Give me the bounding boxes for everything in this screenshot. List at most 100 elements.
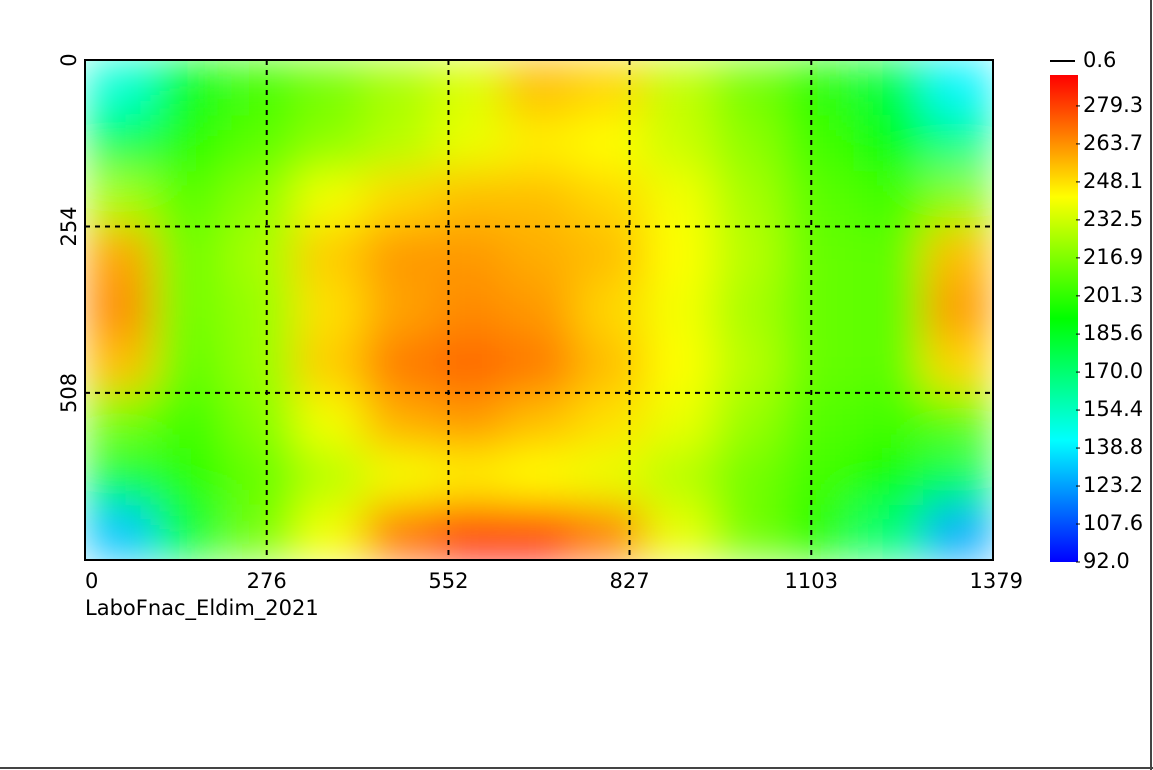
heat-cell (154, 226, 226, 283)
heat-cell (713, 60, 784, 117)
heat-cell (224, 60, 296, 117)
heat-cell (434, 115, 505, 172)
heat-cell (853, 282, 924, 339)
x-tick-label: 827 (609, 569, 649, 593)
heat-cell (643, 60, 715, 117)
heat-cell (573, 226, 645, 283)
heat-cell (853, 115, 924, 172)
heat-cell (294, 337, 365, 394)
heat-cell (783, 171, 854, 228)
heat-cell (364, 393, 435, 450)
heat-cell (85, 115, 156, 172)
heat-cell (294, 226, 365, 283)
heat-cell (643, 337, 715, 394)
heat-cell (434, 504, 505, 560)
heat-cell (713, 393, 784, 450)
heat-cell (573, 282, 645, 339)
colorbar-tick-label: 185.6 (1083, 321, 1143, 345)
heat-cell (154, 115, 226, 172)
heat-cell (85, 60, 156, 117)
colorbar-tick-label: 263.7 (1083, 131, 1143, 155)
heat-cell (364, 115, 435, 172)
heat-cell (504, 448, 575, 505)
colorbar-tick-label: 170.0 (1083, 359, 1143, 383)
colorbar-tick-label: 154.4 (1083, 397, 1143, 421)
heat-cell (224, 504, 296, 560)
heat-cell (364, 337, 435, 394)
heat-cell (85, 282, 156, 339)
heat-cell (434, 171, 505, 228)
heat-cell (713, 171, 784, 228)
heatmap-area (85, 60, 993, 560)
colorbar-tick-label: 279.3 (1083, 93, 1143, 117)
heat-cell (504, 171, 575, 228)
x-tick-label: 276 (247, 569, 287, 593)
heat-cell (504, 115, 575, 172)
heat-cell (923, 282, 993, 339)
heat-cell (434, 60, 505, 117)
heat-cell (434, 393, 505, 450)
heat-cell (853, 226, 924, 283)
heat-cell (783, 226, 854, 283)
y-tick-label: 254 (57, 206, 81, 246)
heat-cell (294, 115, 365, 172)
heat-cell (783, 504, 854, 560)
heat-cell (224, 282, 296, 339)
colorbar-tick-label: 123.2 (1083, 473, 1143, 497)
heat-cell (923, 448, 993, 505)
heat-cell (783, 115, 854, 172)
heat-cell (85, 171, 156, 228)
x-tick-label: 552 (428, 569, 468, 593)
heat-cell (154, 504, 226, 560)
heat-cell (643, 504, 715, 560)
heat-cell (85, 393, 156, 450)
heat-cell (643, 226, 715, 283)
heat-cell (573, 448, 645, 505)
plot-frame (84, 59, 994, 561)
x-tick-label: 1103 (785, 569, 838, 593)
heat-cell (364, 282, 435, 339)
heat-cell (783, 282, 854, 339)
heat-cell (154, 171, 226, 228)
colorbar-tick-label: 248.1 (1083, 169, 1143, 193)
heat-cell (154, 448, 226, 505)
heat-cell (573, 60, 645, 117)
heat-cell (85, 337, 156, 394)
heat-cell (434, 226, 505, 283)
heat-cell (573, 171, 645, 228)
y-tick-label: 0 (57, 53, 81, 66)
heat-cell (713, 282, 784, 339)
heat-cell (643, 282, 715, 339)
heat-cell (85, 226, 156, 283)
heat-cell (923, 171, 993, 228)
heat-cell (853, 171, 924, 228)
colorbar-tick-label: 138.8 (1083, 435, 1143, 459)
heat-cell (224, 337, 296, 394)
heat-cell (224, 171, 296, 228)
heatmap (85, 60, 993, 560)
heat-cell (294, 171, 365, 228)
heat-cell (294, 504, 365, 560)
heat-cell (923, 226, 993, 283)
heat-cell (154, 282, 226, 339)
heat-cell (853, 448, 924, 505)
overlay: 0 276 552 827 1103 1379 0 254 508 92.0 107.6 123.2 1… (57, 48, 1143, 593)
heat-cell (923, 337, 993, 394)
heat-cell (364, 60, 435, 117)
heat-cell (853, 60, 924, 117)
heat-cell (573, 504, 645, 560)
heat-cell (224, 115, 296, 172)
heat-cell (504, 226, 575, 283)
colorbar (1050, 75, 1078, 562)
heat-cell (154, 60, 226, 117)
colorbar-tick-label: 107.6 (1083, 511, 1143, 535)
heat-cell (643, 115, 715, 172)
heat-cell (504, 282, 575, 339)
x-tick-label: 0 (85, 569, 98, 593)
heat-cell (224, 448, 296, 505)
heat-cell (294, 282, 365, 339)
heat-cell (364, 504, 435, 560)
heat-cell (504, 393, 575, 450)
heat-cell (853, 504, 924, 560)
heat-cell (643, 448, 715, 505)
